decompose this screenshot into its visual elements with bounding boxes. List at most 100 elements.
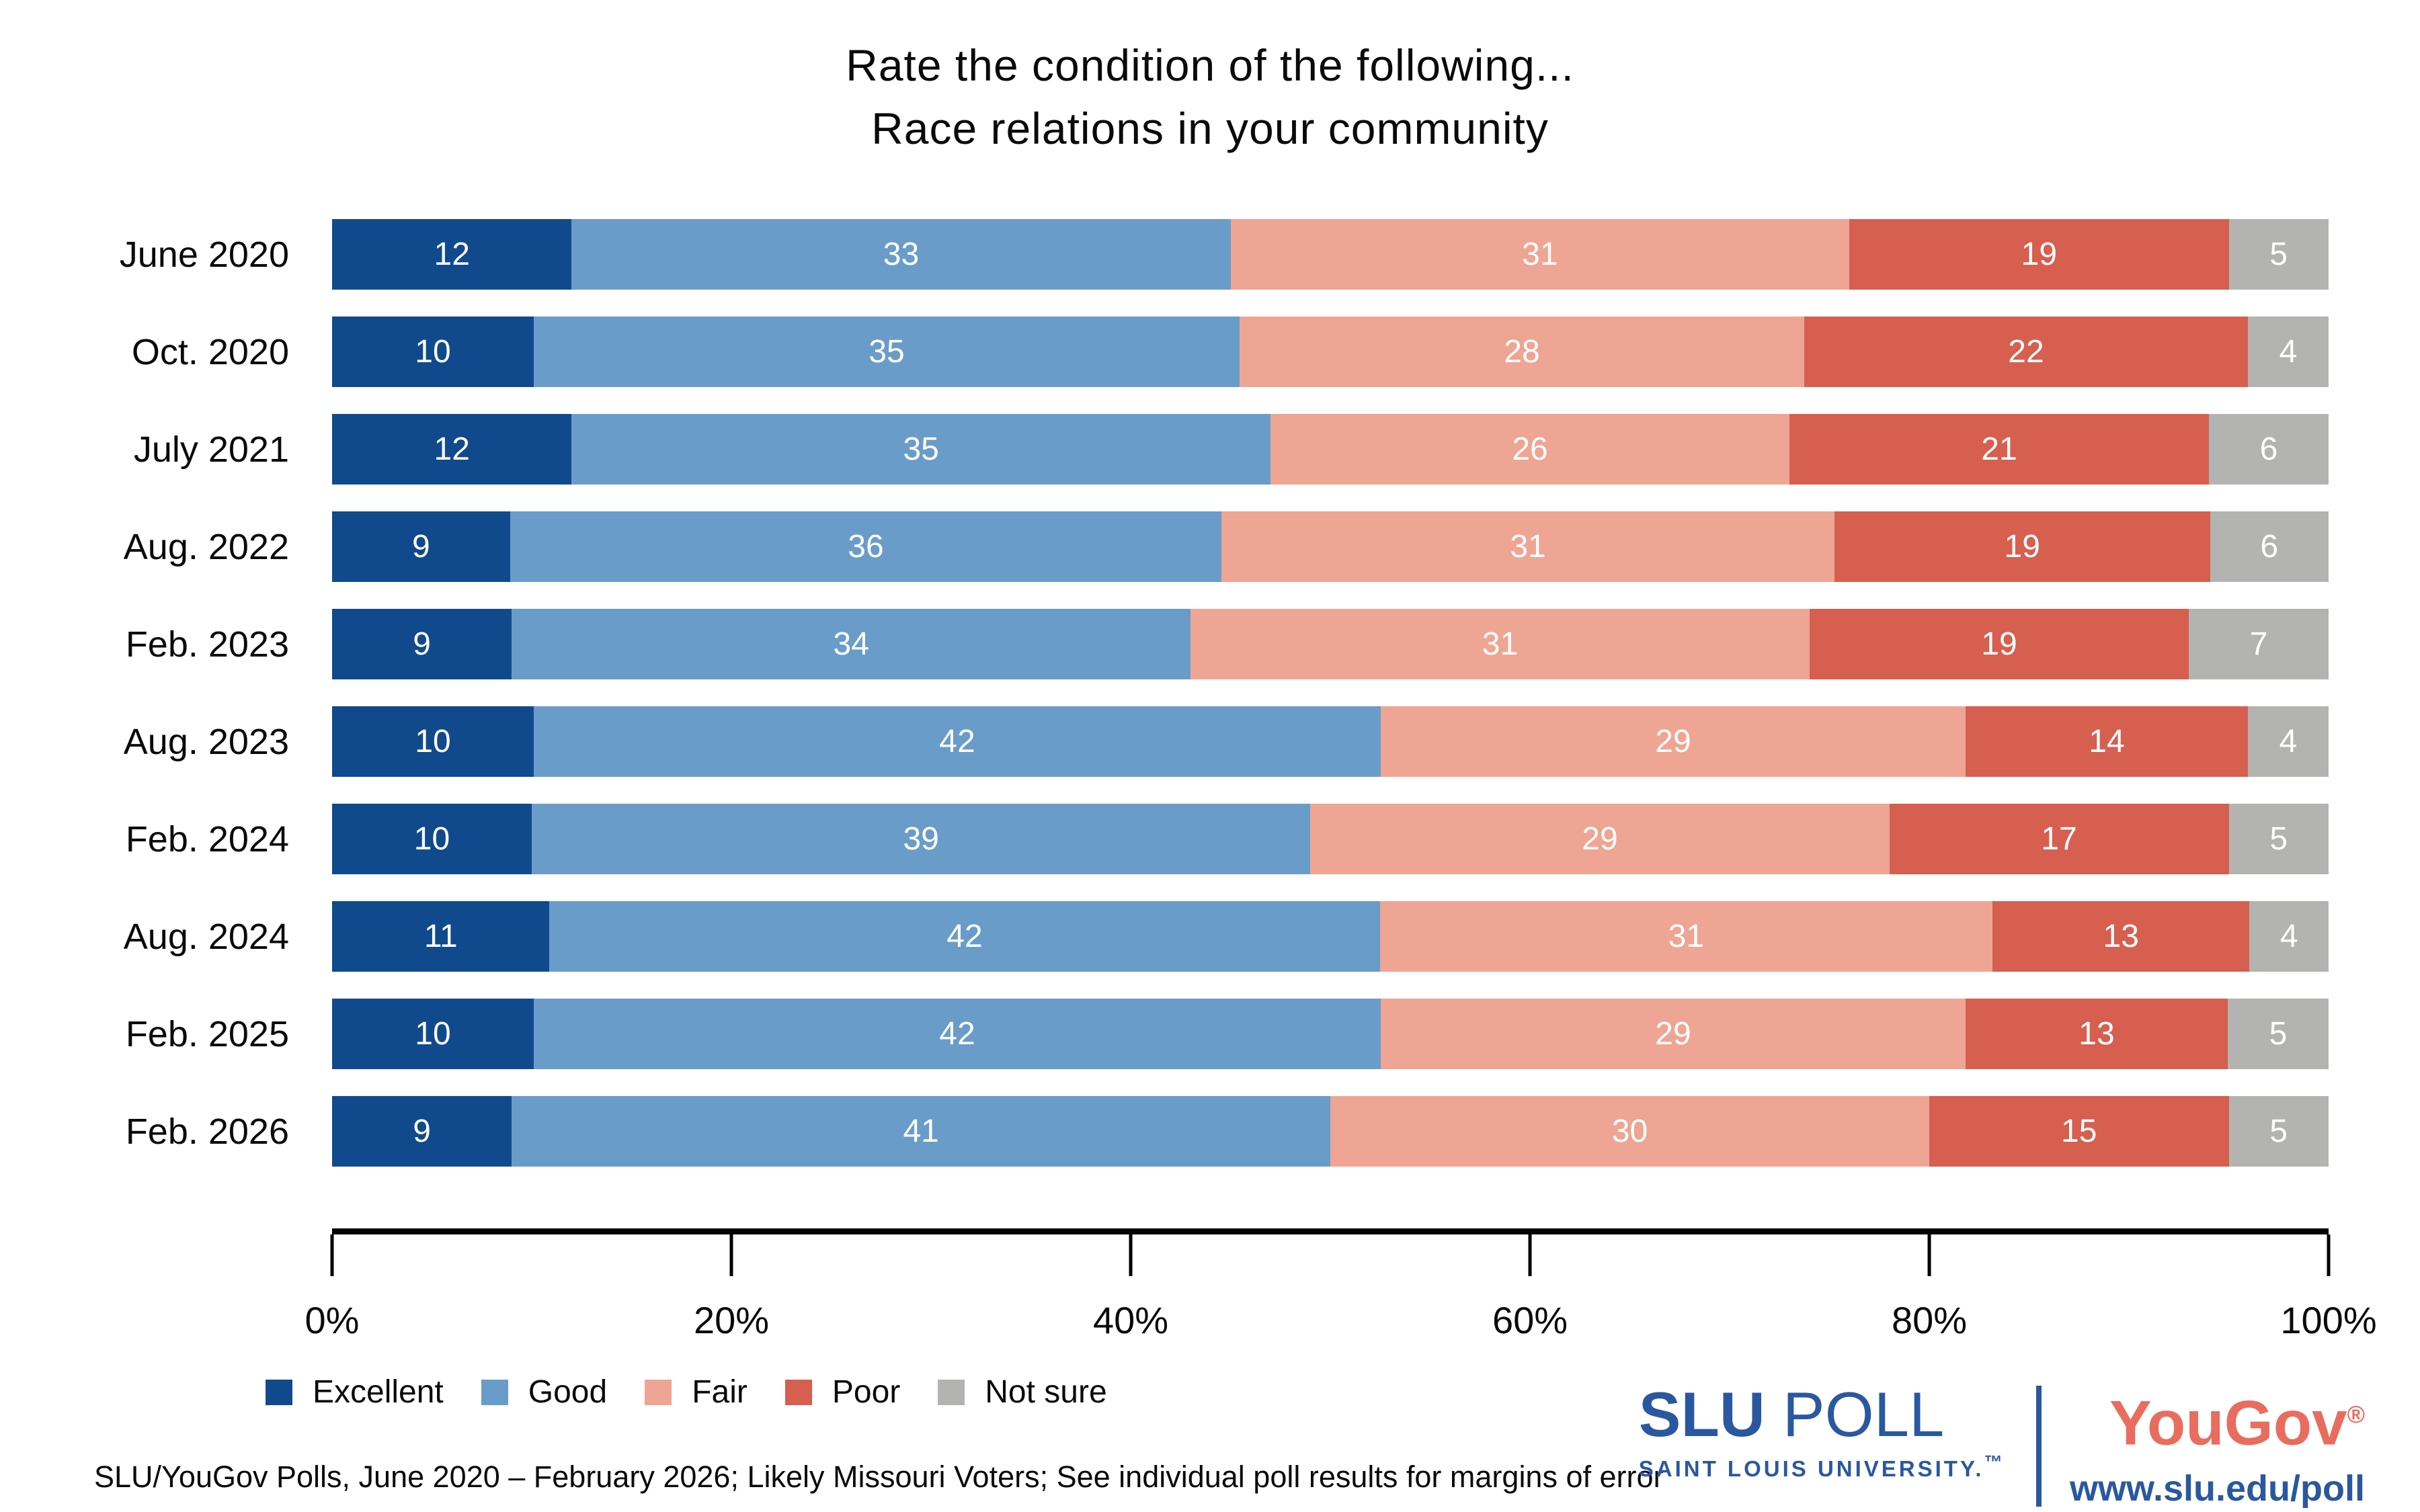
bar-segment-fair: 29 [1381,999,1966,1069]
bar-segment-excellent: 9 [332,609,512,679]
bar-row: Feb. 2023 9 34 31 19 7 [0,609,2329,679]
legend-item-fair: Fair [645,1374,748,1411]
bar-segment-poor: 19 [1809,609,2189,679]
stacked-bar: 12 33 31 19 5 [332,219,2329,290]
bar-segment-poor: 13 [1966,999,2228,1069]
bar-segment-not-sure: 5 [2228,999,2329,1069]
yougov-logo: YouGov® [2109,1387,2365,1458]
stacked-bar: 9 41 30 15 5 [332,1096,2329,1167]
bar-segment-fair: 31 [1221,511,1834,582]
bar-segment-fair: 26 [1270,414,1790,485]
row-label: Feb. 2024 [125,818,289,859]
bar-segment-not-sure: 4 [2248,317,2329,387]
bar-segment-poor: 22 [1804,317,2248,387]
bar-segment-good: 33 [571,219,1231,290]
bar-segment-good: 41 [512,1096,1330,1167]
bar-segment-fair: 29 [1381,706,1966,777]
bar-segment-good: 42 [549,901,1380,972]
chart-title: Rate the condition of the following... R… [0,0,2420,160]
legend-label: Poor [832,1374,901,1410]
bar-segment-not-sure: 5 [2228,219,2329,290]
registered-symbol: ® [2347,1400,2365,1428]
bar-segment-fair: 31 [1379,901,1993,972]
axis-tick-label: 40% [1092,1299,1169,1341]
bar-row: Aug. 2022 9 36 31 19 6 [0,511,2329,582]
legend-swatch [481,1379,508,1405]
bar-segment-poor: 15 [1929,1096,2229,1167]
bar-segment-not-sure: 6 [2208,414,2329,485]
axis-tick-label: 80% [1891,1299,1968,1341]
axis-tick [330,1234,334,1276]
axis-tick-label: 20% [693,1299,770,1341]
bar-segment-fair: 28 [1240,317,1804,387]
legend-item-good: Good [481,1374,607,1411]
slu-poll-url: www.slu.edu/poll [2069,1468,2365,1509]
x-axis-line [332,1228,2329,1234]
slu-word: SLU [1638,1379,1765,1450]
bar-segment-not-sure: 6 [2210,511,2329,582]
bar-segment-excellent: 10 [332,317,534,387]
legend-swatch [266,1379,292,1405]
row-label: Aug. 2022 [123,526,289,567]
legend-swatch [645,1379,672,1405]
x-axis: 0% 20% 40% 60% 80% 100% [305,1228,2377,1356]
legend-item-excellent: Excellent [266,1374,444,1411]
axis-tick-label: 0% [305,1299,360,1341]
bar-row: Aug. 2023 10 42 29 14 4 [0,706,2329,777]
slu-subtitle: SAINT LOUIS UNIVERSITY.™ [1638,1452,2005,1481]
bar-segment-excellent: 9 [332,1096,512,1167]
stacked-bar: 10 42 29 13 5 [332,999,2329,1069]
axis-tick-label: 100% [2280,1299,2377,1341]
bar-row: July 2021 12 35 26 21 6 [0,414,2329,485]
legend-label: Fair [692,1374,748,1410]
axis-tick [2327,1234,2331,1276]
bar-row: Feb. 2024 10 39 29 17 5 [0,804,2329,874]
stacked-bar-chart: June 2020 12 33 31 19 5 Oct. 2020 10 35 28 22 4 July… [0,219,2420,1167]
bar-segment-good: 39 [532,804,1311,874]
bar-segment-poor: 17 [1889,804,2229,874]
legend-swatch [938,1379,965,1405]
row-label: Feb. 2026 [125,1111,289,1152]
bar-segment-excellent: 10 [332,706,534,777]
row-label: Aug. 2023 [123,721,289,762]
bar-row: Feb. 2026 9 41 30 15 5 [0,1096,2329,1167]
chart-title-line2: Race relations in your community [871,103,1549,153]
bar-segment-good: 36 [510,511,1222,582]
bar-segment-fair: 31 [1191,609,1810,679]
logo-divider [2035,1386,2042,1507]
bar-segment-good: 42 [534,999,1381,1069]
stacked-bar: 9 36 31 19 6 [332,511,2329,582]
poll-word: POLL [1782,1379,1945,1450]
bar-segment-good: 42 [534,706,1381,777]
chart-legend: Excellent Good Fair Poor Not sure [266,1374,2420,1411]
bar-segment-not-sure: 5 [2228,804,2329,874]
bar-segment-fair: 29 [1310,804,1890,874]
legend-label: Not sure [985,1374,1107,1410]
bar-segment-excellent: 10 [332,999,534,1069]
axis-tick [1129,1234,1133,1276]
bar-segment-not-sure: 4 [2248,706,2329,777]
trademark-symbol: ™ [1984,1452,2005,1472]
legend-swatch [784,1379,812,1405]
axis-tick-label: 60% [1492,1299,1568,1341]
bar-segment-good: 35 [534,317,1240,387]
bar-segment-poor: 14 [1966,706,2248,777]
stacked-bar: 9 34 31 19 7 [332,609,2329,679]
slu-poll-logo: SLU POLL SAINT LOUIS UNIVERSITY.™ [1639,1383,2005,1482]
bar-row: Feb. 2025 10 42 29 13 5 [0,999,2329,1069]
bar-segment-excellent: 11 [332,901,550,972]
bar-segment-fair: 31 [1230,219,1850,290]
bar-segment-excellent: 12 [332,414,572,485]
bar-segment-not-sure: 7 [2189,609,2329,679]
bar-segment-poor: 21 [1789,414,2209,485]
bar-segment-poor: 19 [1849,219,2229,290]
stacked-bar: 10 35 28 22 4 [332,317,2329,387]
bar-segment-excellent: 10 [332,804,532,874]
row-label: Aug. 2024 [123,916,289,957]
legend-item-poor: Poor [784,1374,901,1411]
legend-label: Good [528,1374,608,1410]
stacked-bar: 10 39 29 17 5 [332,804,2329,874]
slu-poll-wordmark: SLU POLL [1639,1383,2005,1446]
row-label: Feb. 2023 [125,624,289,665]
row-label: June 2020 [119,234,289,275]
